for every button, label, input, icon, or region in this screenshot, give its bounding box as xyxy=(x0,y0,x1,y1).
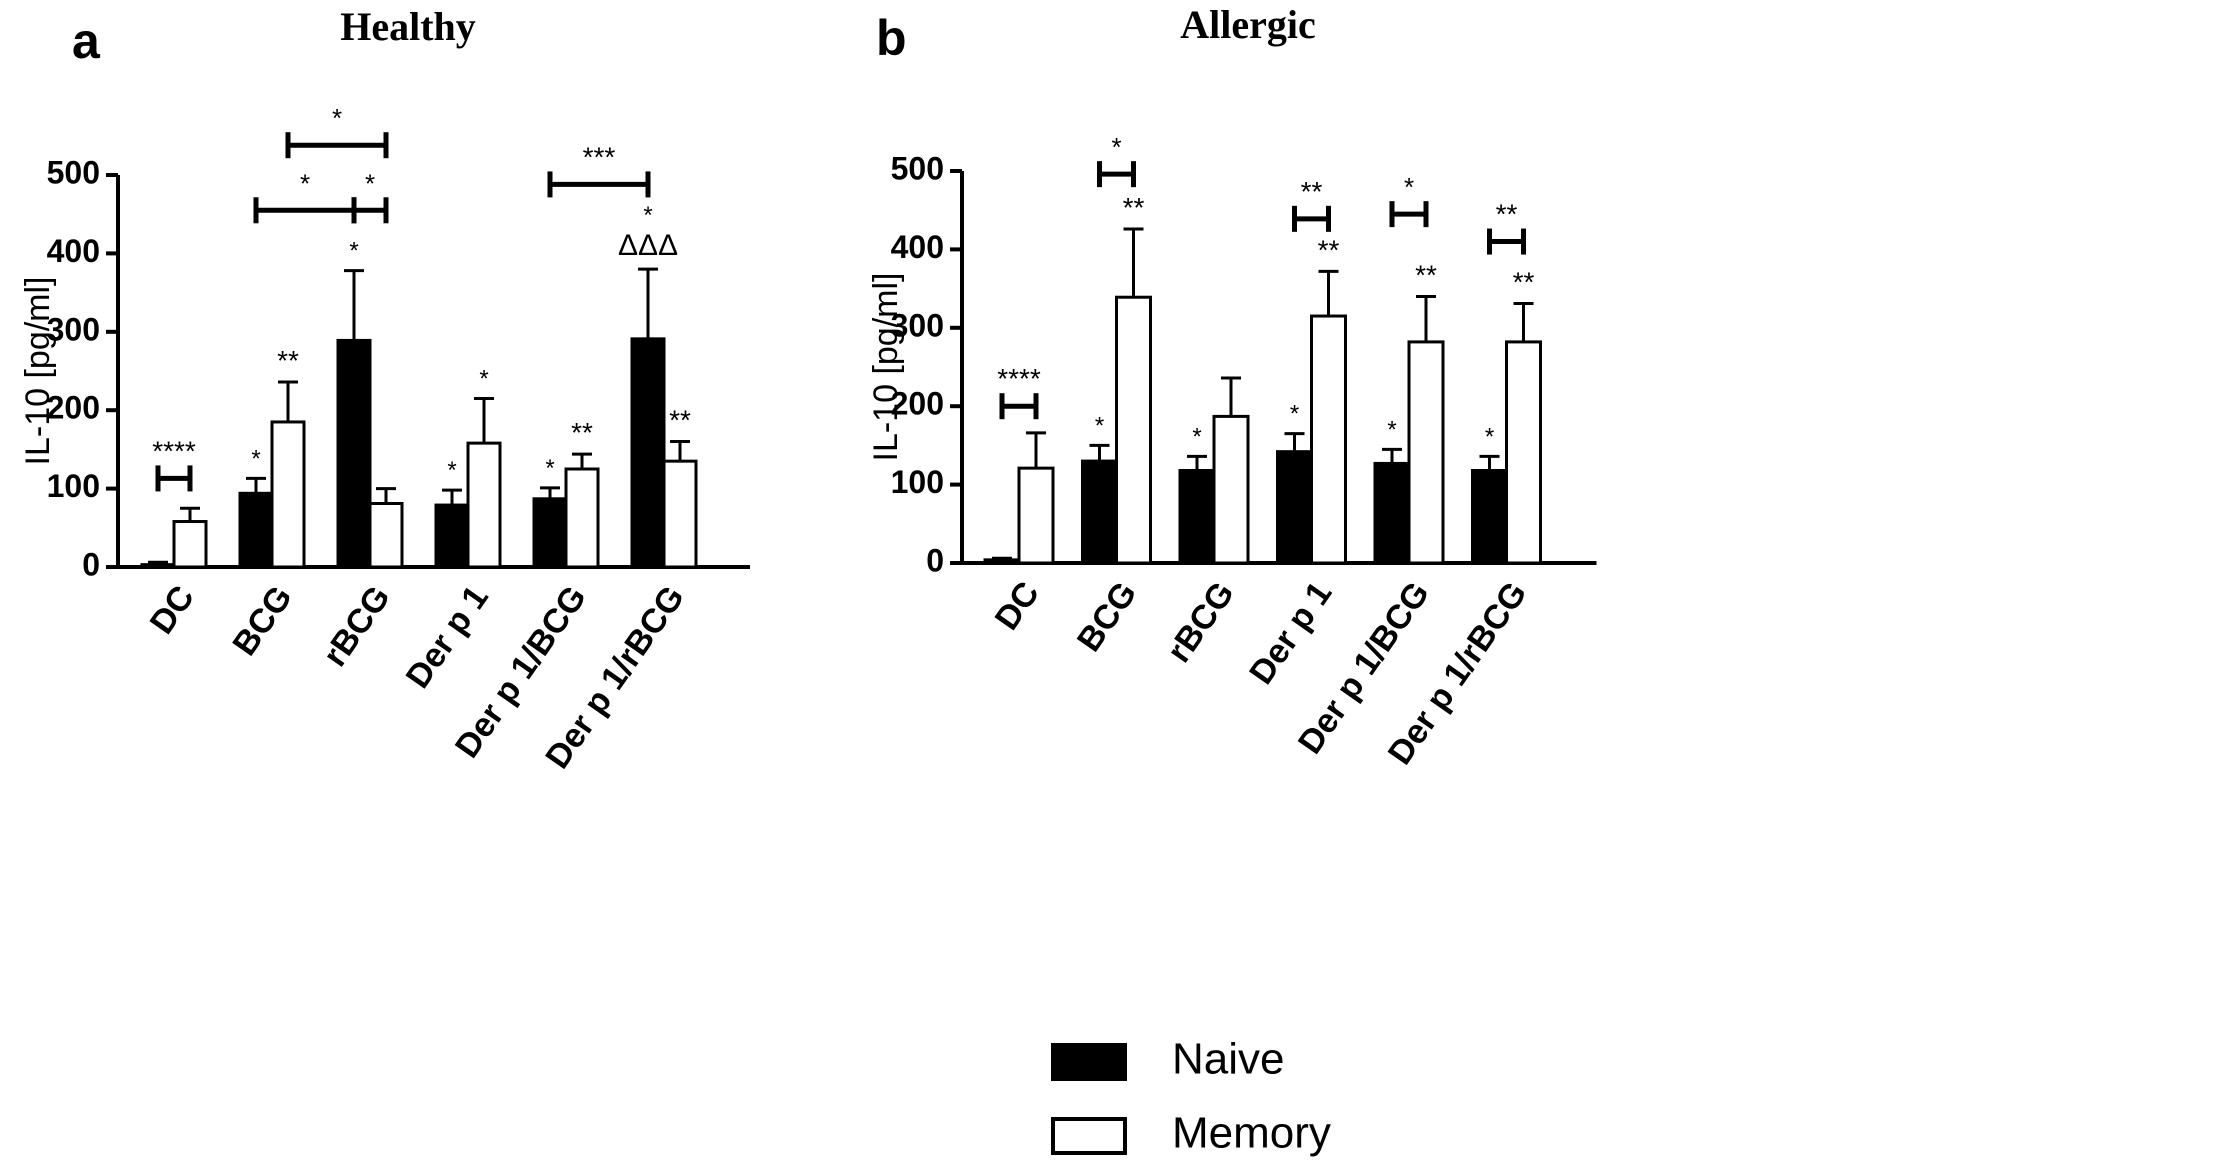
significance-mark: * xyxy=(545,455,554,482)
bar-memory xyxy=(1505,340,1542,565)
bar-memory xyxy=(1310,314,1347,565)
significance-mark: * xyxy=(447,457,456,484)
y-tick-label: 500 xyxy=(47,154,100,190)
x-tick-label: Der p 1 xyxy=(1242,575,1339,691)
y-tick-label: 500 xyxy=(891,150,944,186)
bracket-label: * xyxy=(1111,132,1121,162)
y-tick-label: 100 xyxy=(891,464,944,500)
y-tick-label: 300 xyxy=(47,311,100,347)
legend-swatch-memory xyxy=(1051,1117,1127,1155)
bar-naive xyxy=(1081,459,1118,565)
bracket-label: * xyxy=(1404,172,1414,202)
y-tick-label: 400 xyxy=(47,233,100,269)
significance-mark: * xyxy=(643,202,652,229)
bar-naive xyxy=(140,563,176,569)
significance-mark: * xyxy=(251,445,260,472)
chart-title: Healthy xyxy=(340,4,476,49)
y-tick-label: 100 xyxy=(47,468,100,504)
bar-memory xyxy=(1407,340,1445,565)
y-axis-label: IL-10 [pg/ml] xyxy=(19,277,57,466)
bracket-label: * xyxy=(300,168,310,198)
legend-label-memory: Memory xyxy=(1172,1109,1331,1158)
significance-mark: ** xyxy=(1123,192,1145,223)
y-tick-label: 400 xyxy=(891,229,944,265)
significance-mark: * xyxy=(1485,423,1494,450)
significance-mark: ** xyxy=(669,405,691,436)
bar-memory xyxy=(466,441,502,569)
significance-mark: * xyxy=(349,238,358,265)
significance-mark: ** xyxy=(277,345,299,376)
significance-mark: ** xyxy=(1318,234,1340,265)
bar-naive xyxy=(1373,461,1411,565)
bar-naive xyxy=(238,491,274,569)
chart-title: Allergic xyxy=(1180,2,1316,47)
x-tick-label: DC xyxy=(143,579,202,641)
bar-memory xyxy=(1212,414,1250,565)
bar-memory xyxy=(1115,295,1152,565)
x-tick-label: rBCG xyxy=(316,579,398,674)
significance-mark: * xyxy=(1192,423,1201,450)
delta-mark: ΔΔΔ xyxy=(618,229,678,262)
bracket-label: **** xyxy=(152,435,196,466)
bar-naive xyxy=(1471,468,1508,565)
x-tick-label: rBCG xyxy=(1160,575,1242,670)
bar-memory xyxy=(564,467,600,569)
significance-mark: * xyxy=(1095,412,1104,439)
y-tick-label: 0 xyxy=(926,542,944,578)
y-tick-label: 300 xyxy=(891,307,944,343)
bar-memory xyxy=(1017,466,1055,565)
panel-label: a xyxy=(72,13,101,69)
bar-memory xyxy=(270,420,306,569)
bar-memory xyxy=(662,459,698,569)
bar-naive xyxy=(983,558,1021,565)
significance-mark: ** xyxy=(1513,266,1535,297)
legend-swatch-naive xyxy=(1051,1043,1127,1081)
bracket-label: * xyxy=(332,103,342,133)
legend-label-naive: Naive xyxy=(1172,1035,1285,1084)
x-tick-label: Der p 1 xyxy=(399,579,496,695)
bar-memory xyxy=(368,501,404,569)
significance-mark: ** xyxy=(1415,259,1437,290)
legend: Naive Memory xyxy=(1051,1035,1331,1158)
significance-mark: ** xyxy=(571,417,593,448)
bracket-label: **** xyxy=(997,363,1041,394)
bracket-label: *** xyxy=(583,141,616,172)
x-tick-label: BCG xyxy=(1070,575,1144,659)
bracket-label: ** xyxy=(1496,199,1518,230)
bar-memory xyxy=(172,520,208,569)
y-tick-label: 0 xyxy=(82,546,100,582)
bar-naive xyxy=(532,497,568,569)
y-tick-label: 200 xyxy=(47,390,100,426)
x-tick-label: DC xyxy=(988,575,1047,637)
significance-mark: * xyxy=(1290,401,1299,428)
bar-naive xyxy=(1276,450,1313,565)
y-axis-label: IL-10 [pg/ml] xyxy=(867,273,905,462)
bar-naive xyxy=(434,503,470,569)
panel-label: b xyxy=(876,10,907,66)
bar-naive xyxy=(630,337,666,569)
y-tick-label: 200 xyxy=(891,386,944,422)
bracket-label: * xyxy=(365,168,375,198)
bracket-label: ** xyxy=(1301,176,1323,207)
x-tick-label: BCG xyxy=(225,579,299,663)
significance-mark: * xyxy=(479,365,488,392)
bar-naive xyxy=(336,338,372,569)
significance-mark: * xyxy=(1387,416,1396,443)
bar-naive xyxy=(1178,468,1216,565)
